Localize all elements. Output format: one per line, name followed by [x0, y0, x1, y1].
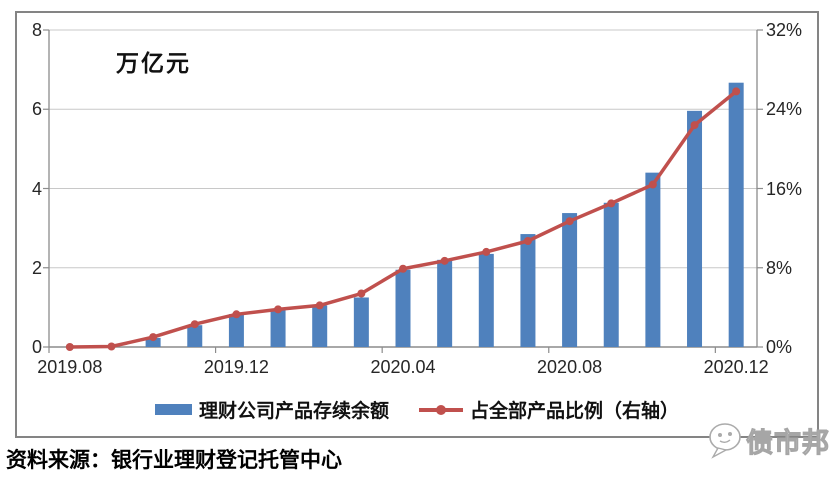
bar [353, 297, 369, 347]
bar [145, 337, 161, 347]
chart-legend: 理财公司产品存续余额 占全部产品比例（右轴） [15, 396, 819, 423]
bar [187, 325, 203, 347]
line-marker [690, 121, 699, 130]
bar [312, 305, 328, 347]
line-marker [65, 343, 74, 351]
x-tick-label: 2019.12 [203, 357, 269, 377]
bar [228, 314, 244, 347]
y-left-tick-label: 4 [31, 178, 42, 199]
bar [395, 269, 411, 347]
watermark: 债市邦 [706, 420, 830, 460]
bar [520, 234, 536, 347]
bar-series-swatch-icon [154, 404, 192, 415]
bar [603, 202, 619, 347]
bar [270, 309, 286, 347]
line-marker [315, 301, 324, 310]
line-marker [190, 320, 199, 329]
x-tick-label: 2020.08 [537, 357, 603, 377]
line-marker [732, 87, 741, 96]
bar [645, 172, 661, 347]
line-marker [149, 333, 158, 342]
legend-item-bar-series: 理财公司产品存续余额 [154, 396, 389, 423]
bar-series-label: 理财公司产品存续余额 [198, 401, 389, 422]
line-marker [648, 180, 657, 189]
x-tick-label: 2019.08 [37, 357, 103, 377]
line-marker [274, 305, 283, 314]
line-marker [399, 264, 407, 273]
bar [478, 253, 494, 347]
y-left-tick-label: 8 [31, 20, 42, 40]
line-marker [357, 289, 366, 298]
y-right-tick-label: 16% [766, 178, 803, 199]
chart-frame [15, 11, 819, 438]
y-left-tick-label: 6 [31, 99, 42, 120]
bar [687, 110, 703, 348]
line-marker [607, 199, 616, 208]
y-axis-unit-label: 万亿元 [116, 51, 191, 76]
x-tick-label: 2020.12 [703, 357, 769, 377]
line-marker [440, 256, 449, 265]
y-right-tick-label: 0% [766, 337, 793, 357]
chat-bubble-icon [709, 423, 741, 459]
y-left-tick-label: 2 [31, 257, 42, 278]
line-marker [232, 310, 241, 319]
line-marker [523, 237, 532, 246]
x-tick-label: 2020.04 [370, 357, 436, 377]
bar [437, 259, 453, 347]
bar [728, 82, 744, 348]
watermark-text: 债市邦 [746, 427, 830, 458]
y-right-tick-label: 24% [766, 99, 803, 120]
line-marker [482, 247, 491, 256]
legend-item-line-series: 占全部产品比例（右轴） [419, 396, 679, 423]
y-right-tick-label: 32% [766, 20, 803, 40]
bar [562, 213, 578, 347]
line-series-marker-icon [419, 404, 463, 415]
y-left-tick-label: 0 [31, 337, 42, 357]
source-note: 资料来源：银行业理财登记托管中心 [6, 448, 342, 472]
line-series-label: 占全部产品比例（右轴） [470, 401, 680, 422]
line-marker [565, 217, 574, 226]
line-marker [107, 342, 116, 351]
y-right-tick-label: 8% [766, 257, 793, 278]
